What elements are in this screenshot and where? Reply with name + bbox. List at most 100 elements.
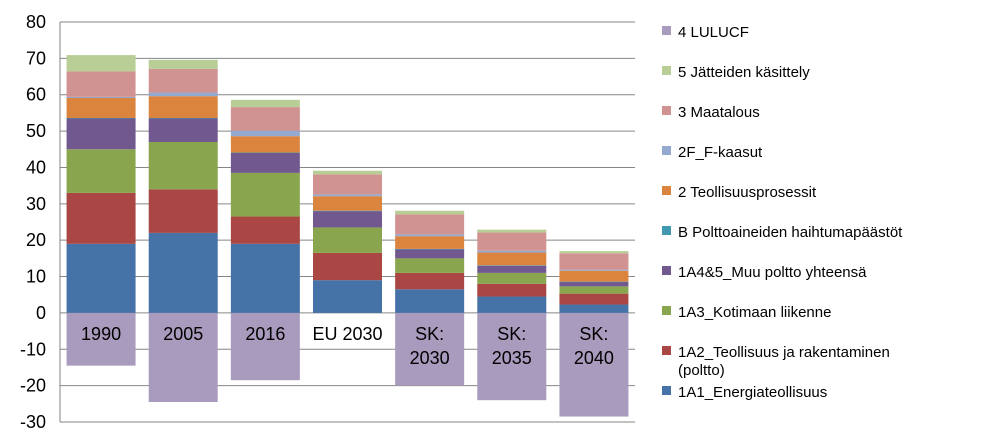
bar-segment (477, 283, 547, 297)
bar-segment (313, 196, 382, 211)
bar-segment (395, 210, 465, 215)
bar-segment (477, 312, 547, 401)
bar-segment (66, 118, 136, 119)
bar-segment (477, 265, 547, 266)
legend-swatch (662, 346, 671, 355)
y-tick-label: 40 (26, 157, 46, 177)
legend-swatch (662, 226, 671, 235)
legend-swatch (662, 386, 671, 395)
bar-segment (230, 312, 300, 381)
legend-swatch (662, 266, 671, 275)
bar-segment (395, 272, 465, 290)
legend-label: 1A2_Teollisuus ja rakentaminen (poltto) (678, 344, 890, 379)
y-tick-label: 60 (26, 85, 46, 105)
bar-segment (559, 282, 629, 287)
category-label: SK: 2035 (492, 324, 532, 368)
y-tick-label: -20 (20, 376, 46, 396)
category-label: 2005 (163, 324, 203, 344)
bar-segment (66, 312, 136, 366)
legend-label: 2F_F-kaasut (678, 144, 763, 161)
bar-segment (395, 248, 465, 250)
bar-segment (477, 296, 547, 313)
bar-segment (230, 99, 300, 108)
bar-segment (477, 232, 547, 251)
bar-segment (230, 152, 300, 154)
y-tick-label: 70 (26, 48, 46, 68)
y-tick-label: 30 (26, 194, 46, 214)
bar-segment (66, 71, 136, 97)
bar-segment (66, 118, 136, 150)
bar-segment (477, 229, 547, 233)
bar-segment (395, 249, 465, 259)
category-label: SK: 2030 (410, 324, 450, 368)
bar-segment (395, 214, 465, 235)
legend-label: 1A3_Kotimaan liikenne (678, 304, 831, 321)
bar-segment (230, 136, 300, 153)
bar-segment (559, 312, 629, 417)
y-tick-label: 0 (36, 303, 46, 323)
y-tick-label: 80 (26, 12, 46, 32)
bar-segment (148, 189, 218, 233)
bar-segment (66, 96, 136, 98)
bar-segment (395, 258, 465, 273)
bar-segment (230, 172, 300, 217)
bar-segment (148, 68, 218, 93)
legend-label: 3 Maatalous (678, 104, 760, 121)
legend-label: 1A1_Energiateollisuus (678, 384, 827, 401)
bar-segment (66, 55, 136, 72)
bar-segment (313, 227, 382, 253)
bar-segment (313, 280, 382, 313)
bar-segment (66, 98, 136, 118)
bar-segment (559, 281, 629, 283)
bar-segment (559, 269, 629, 271)
bar-segment (559, 286, 629, 294)
bar-segment (148, 92, 218, 97)
bar-segment (313, 194, 382, 197)
bar-segment (559, 293, 629, 305)
legend-swatch (662, 306, 671, 315)
y-tick-label: 50 (26, 121, 46, 141)
category-label: SK: 2040 (574, 324, 614, 368)
bar-segment (313, 174, 382, 195)
bar-segment (230, 130, 300, 137)
bar-segment (559, 253, 629, 270)
bar-segment (148, 232, 218, 313)
bar-segment (559, 270, 629, 282)
category-label: 1990 (81, 324, 121, 344)
bar-segment (313, 211, 382, 228)
bar-segment (230, 216, 300, 244)
legend-swatch (662, 146, 671, 155)
y-tick-label: -30 (20, 412, 46, 432)
category-label: 2016 (245, 324, 285, 344)
bar-segment (313, 210, 382, 212)
bar-segment (66, 243, 136, 313)
bar-segment (313, 170, 382, 175)
bar-segment (559, 304, 629, 313)
bar-segment (477, 265, 547, 273)
legend-label: 1A4&5_Muu poltto yhteensä (678, 264, 867, 281)
legend-label: 2 Teollisuusprosessit (678, 184, 817, 201)
legend-swatch (662, 106, 671, 115)
bar-segment (395, 312, 465, 386)
legend-label: B Polttoaineiden haihtumapäästöt (678, 224, 903, 241)
bar-segment (230, 107, 300, 131)
bar-segment (395, 289, 465, 313)
legend-label: 5 Jätteiden käsittely (678, 64, 810, 81)
bar-segment (477, 272, 547, 284)
bar-segment (66, 149, 136, 193)
y-tick-label: -10 (20, 339, 46, 359)
bar-segment (230, 152, 300, 173)
y-tick-label: 10 (26, 267, 46, 287)
bar-segment (559, 251, 629, 254)
bar-segment (66, 192, 136, 244)
category-label: EU 2030 (312, 324, 382, 344)
bar-segment (148, 118, 218, 142)
bar-segment (148, 312, 218, 402)
bar-segment (148, 59, 218, 69)
bar-segment (148, 142, 218, 190)
legend-swatch (662, 26, 671, 35)
bar-segment (395, 236, 465, 249)
bar-segment (477, 250, 547, 253)
legend-label: 4 LULUCF (678, 24, 749, 41)
